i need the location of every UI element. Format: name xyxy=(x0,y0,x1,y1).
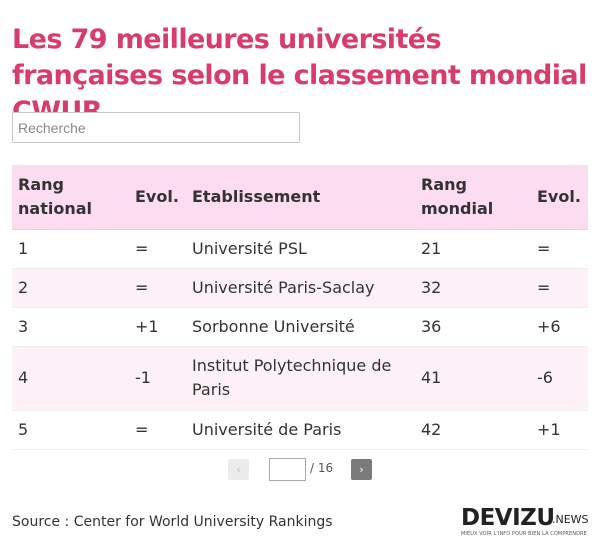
page-number-input[interactable] xyxy=(269,458,306,481)
cell-rang-mondial: 42 xyxy=(415,410,531,450)
source-note: Source : Center for World University Ran… xyxy=(12,514,333,530)
table-row: 5 = Université de Paris 42 +1 xyxy=(12,410,588,450)
header-evol-mondial[interactable]: Evol. xyxy=(531,165,588,230)
cell-evol-national: = xyxy=(129,410,186,450)
next-page-button[interactable]: › xyxy=(351,459,372,480)
cell-evol-national: = xyxy=(129,268,186,308)
table-row: 2 = Université Paris-Saclay 32 = xyxy=(12,268,588,308)
search-input[interactable] xyxy=(12,112,300,143)
cell-evol-mondial: = xyxy=(531,229,588,269)
cell-rang-national: 3 xyxy=(12,307,129,347)
cell-rang-national: 2 xyxy=(12,268,129,308)
page-total: / 16 xyxy=(310,461,334,475)
cell-etablissement: Université Paris-Saclay xyxy=(186,268,415,308)
prev-page-button[interactable]: ‹ xyxy=(228,459,249,480)
cell-rang-mondial: 41 xyxy=(415,346,531,411)
table-header-row: Rang national Evol. Etablissement Rang m… xyxy=(12,165,588,230)
cell-evol-mondial: +6 xyxy=(531,307,588,347)
cell-etablissement: Institut Polytechnique de Paris xyxy=(186,346,415,411)
table-row: 3 +1 Sorbonne Université 36 +6 xyxy=(12,307,588,347)
cell-etablissement: Université de Paris xyxy=(186,410,415,450)
cell-rang-national: 4 xyxy=(12,346,129,411)
cell-rang-mondial: 32 xyxy=(415,268,531,308)
cell-evol-national: = xyxy=(129,229,186,269)
logo-suffix: .NEWS xyxy=(552,513,589,526)
cell-evol-mondial: = xyxy=(531,268,588,308)
cell-etablissement: Université PSL xyxy=(186,229,415,269)
header-rang-national[interactable]: Rang national xyxy=(12,165,129,230)
table-row: 1 = Université PSL 21 = xyxy=(12,229,588,269)
cell-evol-national: -1 xyxy=(129,346,186,411)
logo-tagline: MIEUX VOIR L'INFO POUR BIEN LA COMPRENDR… xyxy=(461,531,587,537)
cell-rang-national: 1 xyxy=(12,229,129,269)
logo-wordmark: DEVIZU xyxy=(461,505,555,531)
header-evol-national[interactable]: Evol. xyxy=(129,165,186,230)
chevron-right-icon: › xyxy=(359,463,364,476)
rankings-table: Rang national Evol. Etablissement Rang m… xyxy=(12,165,588,450)
chevron-left-icon: ‹ xyxy=(236,463,241,476)
table-row: 4 -1 Institut Polytechnique de Paris 41 … xyxy=(12,346,588,411)
page-title: Les 79 meilleures universités françaises… xyxy=(12,24,587,127)
cell-evol-mondial: +1 xyxy=(531,410,588,450)
cell-rang-mondial: 36 xyxy=(415,307,531,347)
cell-rang-mondial: 21 xyxy=(415,229,531,269)
cell-etablissement: Sorbonne Université xyxy=(186,307,415,347)
cell-rang-national: 5 xyxy=(12,410,129,450)
cell-evol-mondial: -6 xyxy=(531,346,588,411)
header-rang-mondial[interactable]: Rang mondial xyxy=(415,165,531,230)
header-etablissement[interactable]: Etablissement xyxy=(186,165,415,230)
pagination: ‹ / 16 › xyxy=(0,457,600,481)
devizu-logo[interactable]: DEVIZU .NEWS MIEUX VOIR L'INFO POUR BIEN… xyxy=(461,505,591,539)
cell-evol-national: +1 xyxy=(129,307,186,347)
